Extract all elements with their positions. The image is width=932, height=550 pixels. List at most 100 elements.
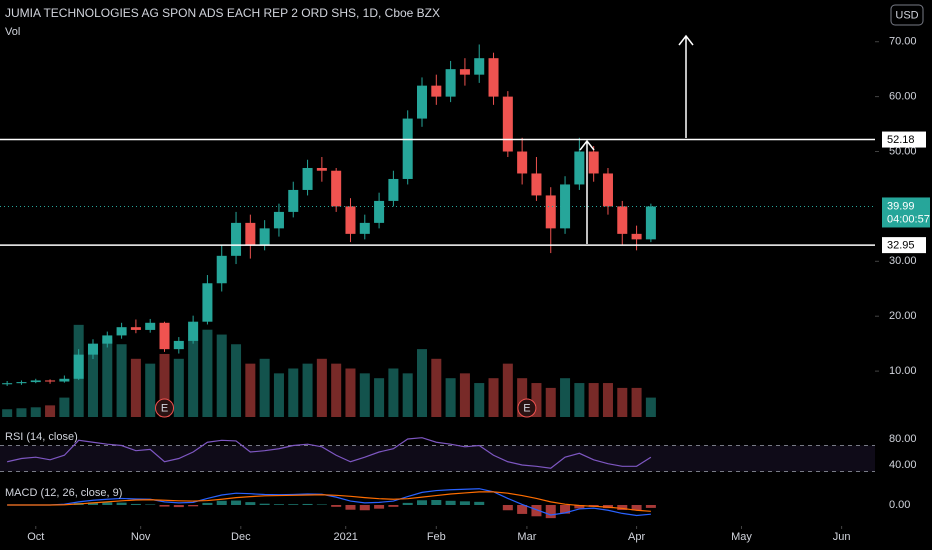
volume-bar [273,373,284,417]
candle-body [459,69,470,75]
macd-histogram-bar [374,505,385,509]
macd-label: MACD (12, 26, close, 9) [5,487,122,499]
volume-bar [474,383,485,417]
macd-histogram-bar [259,503,270,505]
volume-bar [517,378,528,417]
macd-histogram-bar [130,503,141,505]
volume-bar [574,383,585,417]
countdown-label: 04:00:57 [887,213,930,225]
x-tick-label: Apr [628,531,645,543]
y-tick-label: 20.00 [889,310,917,322]
candle-body [331,170,342,207]
macd-histogram-bar [288,504,299,505]
volume-bar [502,363,513,417]
candle-body [617,206,628,234]
macd-histogram-bar [87,502,98,505]
macd-histogram-bar [231,500,242,505]
y-tick-label: 30.00 [889,255,917,267]
candle-body [159,322,170,350]
volume-bar [488,378,499,417]
currency-label[interactable]: USD [895,9,918,21]
candle-body [288,189,299,212]
x-tick-label: Feb [427,531,446,543]
macd-histogram-bar [545,505,556,519]
macd-histogram-bar [216,500,227,505]
candle-body [517,151,528,174]
earnings-marker[interactable] [155,398,175,418]
candle-body [316,167,327,171]
macd-histogram-bar [273,504,284,505]
macd-histogram-bar [631,505,642,511]
candle-body [216,255,227,284]
candle-body [102,335,113,344]
x-tick-label: Jun [833,531,851,543]
volume-bar [416,349,428,417]
volume-bar [116,344,127,417]
candle-body [574,151,585,185]
macd-histogram-bar [459,501,470,505]
volume-bar [431,358,442,417]
last-price-box [882,197,930,228]
candle-body [59,378,70,382]
volume-bar [588,383,599,417]
candle-body [402,118,413,179]
rsi-tick-label: 40.00 [889,459,917,471]
volume-bar [2,409,13,417]
earnings-label[interactable]: E [161,402,168,414]
candle-body [130,327,141,330]
volume-bar [388,368,399,417]
currency-button[interactable] [890,4,924,26]
candle-body [431,85,442,97]
volume-bar [159,353,170,417]
volume-bar [545,387,556,417]
x-tick-label: 2021 [333,531,357,543]
rsi-line [7,437,652,469]
volume-bar [302,363,313,417]
volume-label: Vol [5,26,20,38]
candle-body [602,173,613,207]
volume-bar [359,373,370,417]
macd-histogram-bar [159,505,170,507]
volume-bar [173,358,184,417]
candle-body [374,200,385,223]
macd-histogram-bar [316,504,327,505]
candle-body [45,380,56,382]
volume-bar [645,397,656,417]
macd-histogram-bar [202,502,213,505]
macd-histogram-bar [431,500,442,505]
candle-body [302,167,313,190]
earnings-label[interactable]: E [523,402,530,414]
candle-body [16,382,27,384]
macd-histogram-bar [145,504,156,505]
rsi-tick-label: 80.00 [889,433,917,445]
candle-body [259,228,270,245]
volume-bar [402,373,413,417]
candle-body [231,222,242,256]
volume-bar [216,334,227,417]
volume-bar [188,339,199,417]
macd-histogram-bar [416,500,428,505]
candle-body [145,322,156,330]
macd-histogram-bar [617,505,628,510]
macd-histogram-bar [574,505,585,509]
macd-histogram-bar [445,500,456,505]
macd-histogram-bar [345,505,356,510]
candle-body [30,380,41,383]
candle-body [273,211,284,229]
volume-bar [259,358,270,417]
volume-bar [602,383,613,417]
volume-bar [345,368,356,417]
candle-body [116,327,127,336]
x-tick-label: May [731,531,752,543]
candle-body [73,354,84,379]
earnings-marker[interactable] [517,398,537,418]
volume-bar [231,344,242,417]
x-tick-label: Nov [131,531,151,543]
y-tick-label: 70.00 [889,36,917,48]
arrow-annotation [678,34,694,138]
macd-histogram-bar [359,505,370,511]
candle-body [488,58,499,97]
volume-bar [102,339,113,417]
